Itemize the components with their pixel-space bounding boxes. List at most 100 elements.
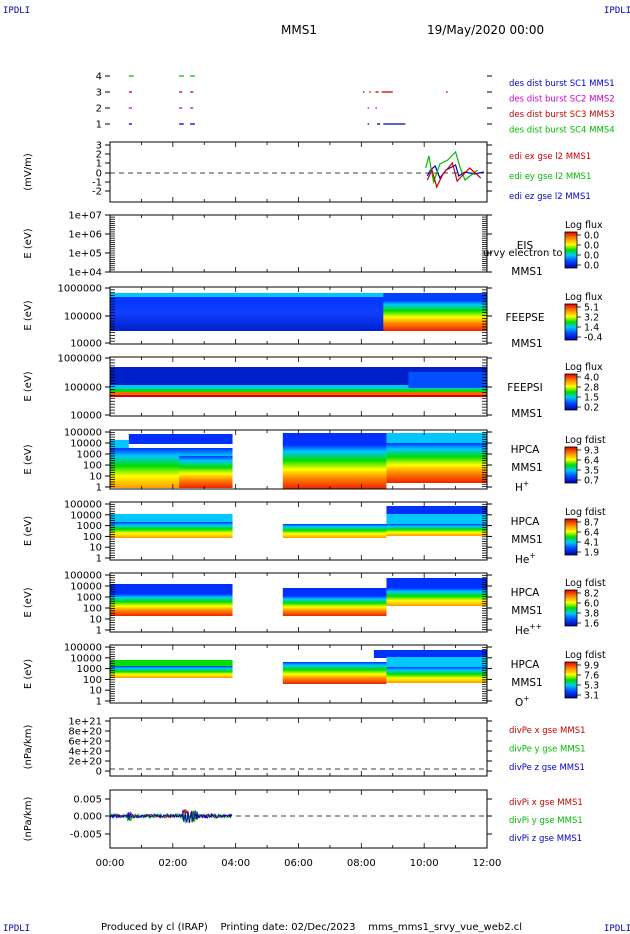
time-tick-label: 02:00 <box>158 858 187 869</box>
divpi-panel: 0.005 0.000 -0.005 (nPa/km) divPi x gse MMS1… <box>23 789 583 849</box>
spectrogram-fill <box>386 443 487 483</box>
y-axis-label: E (eV) <box>23 300 34 330</box>
y-tick-label: 8e+20 <box>68 727 102 738</box>
spectrogram-fill <box>110 522 233 538</box>
y-tick-label: 1e+06 <box>68 230 102 241</box>
spectrogram-fill <box>110 660 233 668</box>
spectrogram-fill <box>179 456 233 488</box>
y-tick-label: 100 <box>83 604 102 615</box>
instrument-label: HPCA <box>511 516 541 528</box>
y-tick-label: 0.005 <box>73 795 102 806</box>
legend-entry: edi ey gse l2 MMS1 <box>509 172 591 182</box>
legend-entry: divPi x gse MMS1 <box>509 798 583 808</box>
instrument-sub-label: MMS1 <box>511 534 542 546</box>
instrument-label: FEEPSI <box>507 382 542 394</box>
legend-entry: divPi y gse MMS1 <box>509 816 583 826</box>
instrument-sub-label: MMS1 <box>511 462 542 474</box>
colorbar <box>564 303 578 341</box>
spectrogram-fill <box>110 293 487 297</box>
spectrogram-fill <box>110 385 487 390</box>
y-axis-label: E (eV) <box>23 659 34 689</box>
y-tick-label: 1000 <box>77 521 102 532</box>
divpi-series <box>109 809 233 824</box>
spectrogram-fill <box>282 524 387 538</box>
legend-entry: des dist burst SC3 MMS3 <box>509 110 615 120</box>
corner-label-bl: IPDLI <box>3 924 30 934</box>
y-tick-label: 1 <box>96 120 102 131</box>
y-axis-label: E (eV) <box>23 444 34 474</box>
legend-entry: edi ex gse l2 MMS1 <box>509 152 591 162</box>
colorbar-title: Log fdist <box>565 507 606 518</box>
y-tick-label: 3 <box>96 141 102 152</box>
y-tick-label: 100000 <box>64 383 102 394</box>
colorbar-tick-label: 4.1 <box>584 538 599 549</box>
legend-entry: edi ez gse l2 MMS1 <box>509 192 591 202</box>
colorbar-tick-label: 5.3 <box>584 681 599 692</box>
y-tick-label: 1000000 <box>57 354 102 365</box>
y-tick-label: 100 <box>83 532 102 543</box>
y-tick-label: 1e+04 <box>68 268 102 279</box>
legend-entry: des dist burst SC4 MMS4 <box>509 126 615 136</box>
y-axis-label: (nPa/km) <box>23 725 34 770</box>
y-tick-label: 1 <box>96 483 102 494</box>
feepse-panel: 1000000 100000 10000 E (eV) FEEPSE MMS1 Log fl… <box>23 284 603 351</box>
colorbar-title: Log fdist <box>565 435 606 446</box>
y-tick-label: 1e+21 <box>68 717 102 728</box>
y-axis-label: (mV/m) <box>23 153 34 191</box>
colorbar-title: Log fdist <box>565 578 606 589</box>
spectrogram-fill <box>383 293 487 301</box>
colorbar-tick-label: 0.0 <box>584 251 599 262</box>
colorbar <box>564 231 578 269</box>
y-tick-label: 2 <box>96 150 102 161</box>
instrument-sub-label: MMS1 <box>511 408 542 420</box>
edi-series <box>426 164 484 180</box>
instrument-sub-label: MMS1 <box>511 605 542 617</box>
y-tick-label: 100000 <box>64 500 102 511</box>
spectrogram-fill <box>128 434 233 444</box>
legend-entry: divPe y gse MMS1 <box>509 745 586 755</box>
spectrogram-fill <box>282 596 387 616</box>
y-tick-label: 1 <box>96 554 102 565</box>
colorbar-tick-label: 0.7 <box>584 476 599 487</box>
colorbar-title: Log flux <box>565 362 603 373</box>
panel-frame <box>109 214 488 273</box>
eis-panel: 1e+07 1e+06 1e+05 1e+04 E (eV) EIS MMS1 Log flu… <box>23 211 603 279</box>
y-tick-label: 100000 <box>64 428 102 439</box>
instrument-sub-label: MMS1 <box>511 266 542 278</box>
colorbar-title: Log fdist <box>565 650 606 661</box>
colorbar-tick-label: 4.0 <box>584 373 599 384</box>
instrument-sub-label: MMS1 <box>511 677 542 689</box>
y-tick-label: 1 <box>96 697 102 708</box>
colorbar-tick-label: 0.0 <box>584 261 599 272</box>
colorbar-tick-label: 7.6 <box>584 671 599 682</box>
y-tick-label: -2 <box>92 187 102 198</box>
colorbar-tick-label: 8.7 <box>584 518 599 529</box>
corner-label-tr: IPDLI <box>604 6 630 16</box>
spectrogram-fill <box>110 594 233 616</box>
spectrogram-fill <box>282 588 387 596</box>
colorbar-tick-label: 1.9 <box>584 548 599 559</box>
mission-title: MMS1 <box>281 23 317 37</box>
y-axis-label: E (eV) <box>23 516 34 546</box>
instrument-label: HPCA <box>511 444 541 456</box>
panel-frame <box>109 789 488 849</box>
colorbar-tick-label: 0.0 <box>584 231 599 242</box>
colorbar-tick-label: 1.6 <box>584 619 599 630</box>
y-tick-label: 10 <box>89 472 102 483</box>
spectrogram-fill <box>386 524 487 536</box>
y-tick-label: 10000 <box>70 411 102 422</box>
feepsi-panel: 1000000 100000 10000 E (eV) FEEPSI MMS1 Log fl… <box>23 354 603 422</box>
time-tick-label: 04:00 <box>221 858 250 869</box>
species-label: O+ <box>515 694 530 709</box>
y-tick-label: 0 <box>96 767 102 778</box>
y-tick-label: 1 <box>96 159 102 170</box>
y-tick-label: 10000 <box>70 582 102 593</box>
corner-label-tl: IPDLI <box>3 6 30 16</box>
colorbar-tick-label: 6.4 <box>584 456 599 467</box>
spectrogram-fill <box>110 389 487 392</box>
